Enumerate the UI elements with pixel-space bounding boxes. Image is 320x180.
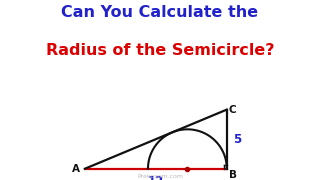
- Text: 12: 12: [148, 175, 164, 180]
- Text: Radius of the Semicircle?: Radius of the Semicircle?: [46, 43, 274, 58]
- Text: C: C: [228, 105, 236, 115]
- Text: Prekosom.com: Prekosom.com: [137, 174, 183, 179]
- Text: A: A: [72, 164, 80, 174]
- Text: Can You Calculate the: Can You Calculate the: [61, 5, 259, 20]
- Text: B: B: [228, 170, 236, 180]
- Text: 5: 5: [233, 133, 242, 146]
